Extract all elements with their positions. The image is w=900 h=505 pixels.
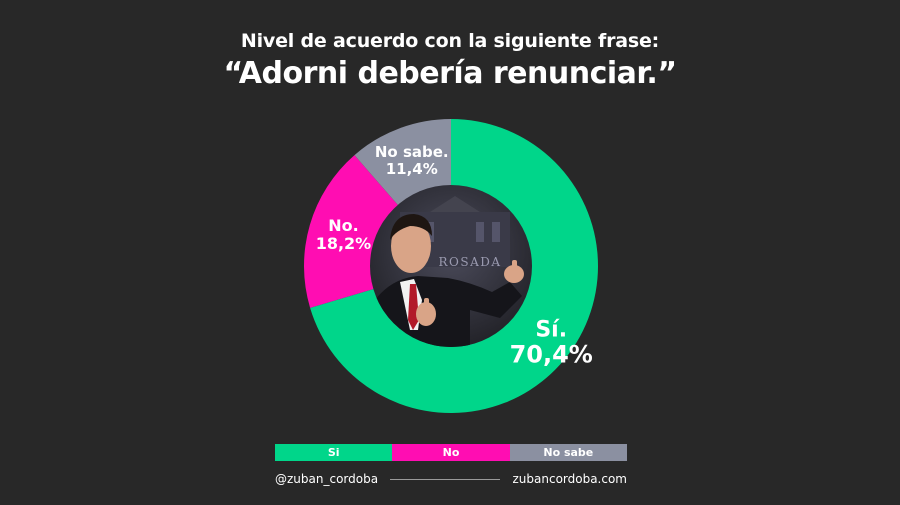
slice-label-value: 18,2%: [316, 234, 372, 253]
slice-label-value: 11,4%: [386, 160, 438, 178]
legend-item-no-sabe: No sabe: [509, 444, 627, 461]
footer-divider: [390, 478, 501, 480]
footer: @zuban_cordoba zubancordoba.com: [275, 471, 627, 487]
donut-slice-no-sabe: [354, 119, 451, 206]
donut-slice-si: [310, 119, 598, 414]
thumbs-up-hand-right: [504, 265, 524, 283]
person-face: [391, 219, 431, 273]
photo-sign-text: ROSADA: [438, 255, 501, 269]
slice-label-name: No.: [328, 216, 358, 235]
legend-item-si: Si: [275, 444, 393, 461]
slice-label-value: 70,4%: [510, 341, 593, 369]
legend: Si No No sabe: [275, 444, 627, 461]
slice-labels: Sí.70,4% No.18,2% No sabe.11,4%: [316, 143, 593, 369]
donut-slice-no: [304, 155, 399, 308]
chart-subtitle: Nivel de acuerdo con la siguiente frase:: [240, 30, 660, 52]
person-tie: [408, 284, 419, 330]
donut-slices: [304, 119, 598, 414]
footer-website: zubancordoba.com: [512, 472, 627, 486]
chart-title: “Adorni debería renunciar.”: [223, 56, 677, 91]
slice-label-name: No sabe.: [375, 143, 449, 161]
footer-handle: @zuban_cordoba: [275, 472, 379, 486]
center-photo: ROSADA: [370, 185, 532, 347]
legend-item-no: No: [392, 444, 510, 461]
thumbs-up-hand-left: [416, 302, 436, 326]
slice-label-name: Sí.: [535, 318, 567, 343]
